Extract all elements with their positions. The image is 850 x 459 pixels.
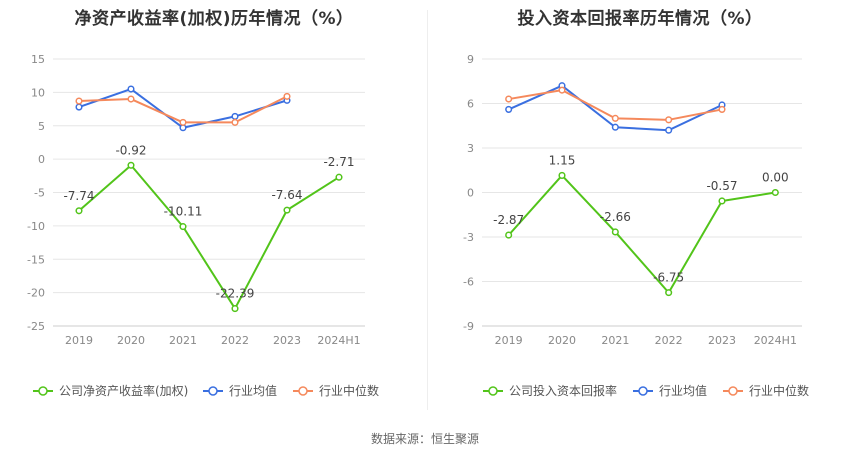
data-point [665, 116, 673, 124]
y-tick-label: 5 [38, 120, 45, 133]
legend-marker [298, 386, 308, 396]
y-tick-label: 9 [467, 53, 474, 66]
data-label: 1.15 [549, 153, 576, 167]
data-point [283, 206, 291, 214]
data-point [665, 126, 673, 134]
y-tick-label: 0 [467, 187, 474, 200]
panel-divider [427, 10, 428, 410]
data-label: -6.75 [653, 271, 684, 285]
legend-item[interactable]: 行业中位数 [293, 383, 379, 398]
legend-label: 行业均值 [659, 383, 707, 398]
x-tick-label: 2023 [708, 334, 736, 347]
series-line [78, 164, 340, 310]
legend-marker [638, 386, 648, 396]
legend-marker [38, 386, 48, 396]
legend-label: 行业均值 [229, 383, 277, 398]
data-point [665, 289, 673, 297]
data-point [505, 231, 513, 239]
legend-label: 行业中位数 [749, 383, 809, 398]
data-point [231, 118, 239, 126]
chart-title-roic: 投入资本回报率历年情况（%） [517, 9, 763, 29]
y-tick-label: 0 [38, 153, 45, 166]
y-tick-label: -15 [27, 253, 45, 266]
data-point [127, 95, 135, 103]
legend-item[interactable]: 行业中位数 [723, 383, 809, 398]
data-point [75, 103, 83, 111]
data-point [558, 171, 566, 179]
data-point [718, 105, 726, 113]
data-point [179, 118, 187, 126]
data-point [505, 105, 513, 113]
series-line [507, 174, 776, 294]
x-tick-label: 2022 [221, 334, 249, 347]
x-tick-label: 2020 [548, 334, 576, 347]
legend-label: 公司净资产收益率(加权) [59, 383, 188, 398]
data-point [771, 188, 779, 197]
y-tick-label: -5 [34, 187, 45, 200]
data-point [558, 86, 566, 94]
y-tick-label: -6 [463, 276, 474, 289]
y-tick-label: -9 [463, 320, 474, 333]
data-point [611, 123, 619, 131]
roe-line-chart: 15 10 5 0 -5 -10 -15 -20 -25 2019 2020 2021 2022 2023… [27, 53, 379, 398]
legend-marker [488, 386, 498, 396]
x-tick-label: 2019 [495, 334, 523, 347]
legend-label: 行业中位数 [319, 383, 379, 398]
data-source-note: 数据来源：恒生聚源 [370, 432, 479, 446]
x-tick-label: 2021 [601, 334, 629, 347]
data-point [335, 173, 343, 181]
legend-item[interactable]: 行业均值 [203, 383, 277, 398]
legend-marker [728, 386, 738, 396]
legend-item[interactable]: 公司投入资本回报率 [483, 383, 617, 398]
data-label: -22.39 [216, 287, 255, 301]
y-tick-label: 15 [31, 53, 45, 66]
y-tick-label: 6 [467, 98, 474, 111]
data-point [127, 161, 135, 169]
data-label: -0.57 [706, 179, 737, 193]
series-line [508, 84, 723, 132]
legend-item[interactable]: 行业均值 [633, 383, 707, 398]
x-tick-label: 2021 [169, 334, 197, 347]
data-label: 0.00 [762, 171, 789, 185]
data-point [231, 112, 239, 120]
legend-marker [208, 386, 218, 396]
data-label: -2.87 [493, 213, 524, 227]
data-point [283, 92, 291, 100]
data-label: -7.74 [63, 189, 94, 203]
y-tick-label: -20 [27, 287, 45, 300]
data-point [611, 228, 619, 236]
x-tick-label: 2022 [655, 334, 683, 347]
data-label: -0.92 [115, 143, 146, 157]
y-tick-label: 3 [467, 142, 474, 155]
data-point [611, 114, 619, 122]
data-point [505, 95, 513, 103]
data-point [718, 197, 726, 205]
roic-line-chart: 9 6 3 0 -3 -6 -9 2019 2020 2021 2022 2023 2024H1 -2.8… [463, 53, 809, 398]
data-point [75, 97, 83, 105]
y-tick-label: 10 [31, 86, 45, 99]
y-tick-label: -3 [463, 231, 474, 244]
y-tick-label: -25 [27, 320, 45, 333]
x-tick-label: 2023 [273, 334, 301, 347]
chart-title-roe: 净资产收益率(加权)历年情况（%） [74, 9, 354, 29]
data-label: -10.11 [164, 205, 203, 219]
data-point [231, 305, 239, 313]
data-label: -2.71 [323, 155, 354, 169]
data-point [179, 223, 187, 231]
data-point [75, 207, 83, 215]
x-tick-label: 2019 [65, 334, 93, 347]
x-tick-label: 2020 [117, 334, 145, 347]
x-tick-label: 2024H1 [754, 334, 797, 347]
data-label: -7.64 [271, 188, 302, 202]
y-tick-label: -10 [27, 220, 45, 233]
legend-label: 公司投入资本回报率 [509, 383, 617, 398]
data-point [127, 85, 135, 93]
legend-item[interactable]: 公司净资产收益率(加权) [33, 383, 188, 398]
x-tick-label: 2024H1 [317, 334, 360, 347]
data-label: -2.66 [600, 210, 631, 224]
